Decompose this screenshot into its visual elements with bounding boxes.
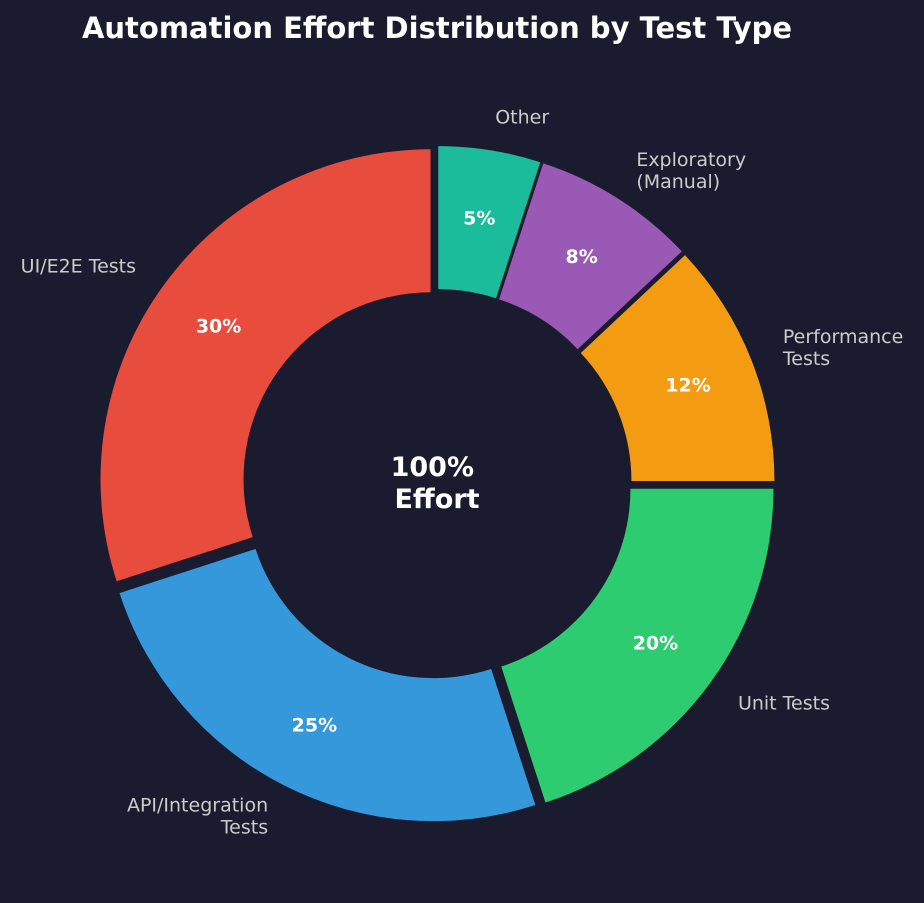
center-label-line-2: Effort (394, 484, 479, 515)
category-label-4: API/Integration Tests (127, 794, 268, 838)
center-label: 100% Effort (391, 452, 484, 515)
category-label-line: UI/E2E Tests (21, 255, 136, 277)
pct-label-5: 30% (196, 315, 241, 337)
slice-exploratory-manual- (499, 163, 682, 350)
center-label-line-1: 100% (391, 452, 474, 483)
labels-group: 5% Other 8% Exploratory (Manual) 12% Performan… (21, 107, 904, 839)
pct-label-3: 20% (633, 633, 678, 655)
category-label-1: Exploratory (Manual) (636, 149, 746, 193)
slices-group (100, 146, 775, 822)
category-label-line: (Manual) (636, 171, 720, 193)
category-label-line: Other (495, 107, 549, 129)
slice-api-integration-tests (119, 548, 536, 822)
category-label-line: Exploratory (636, 149, 746, 171)
category-label-line: Tests (220, 816, 268, 838)
category-label-line: Tests (782, 348, 830, 370)
category-label-3: Unit Tests (738, 693, 830, 715)
slice-unit-tests (501, 488, 774, 803)
category-label-line: Unit Tests (738, 693, 830, 715)
category-label-2: Performance Tests (782, 326, 903, 370)
category-label-5: UI/E2E Tests (21, 255, 136, 277)
slice-performance-tests (580, 255, 775, 482)
category-label-0: Other (495, 107, 549, 129)
category-label-line: Performance (783, 326, 903, 348)
pct-label-1: 8% (566, 246, 598, 268)
slice-ui-e2e-tests (100, 149, 431, 582)
category-label-line: API/Integration (127, 794, 268, 816)
slice-other (438, 146, 541, 299)
chart-title: Automation Effort Distribution by Test T… (82, 11, 792, 45)
pct-label-2: 12% (665, 375, 710, 397)
pct-label-4: 25% (292, 715, 337, 737)
pct-label-0: 5% (463, 207, 495, 229)
